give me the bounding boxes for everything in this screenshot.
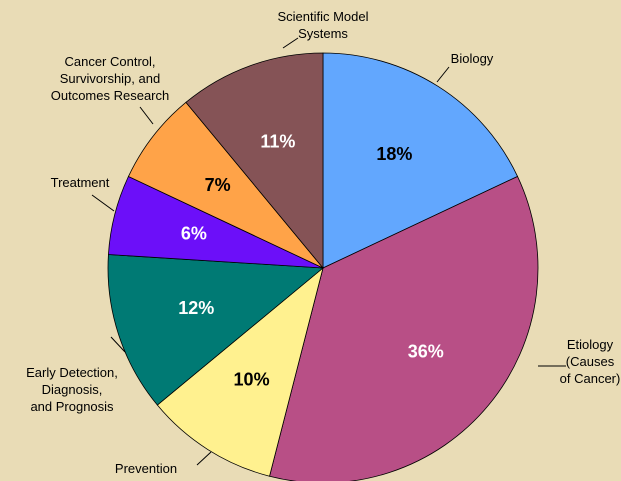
pie-slice bbox=[269, 175, 539, 481]
slice-value-label: 11% bbox=[260, 131, 295, 151]
slice-value-label: 12% bbox=[178, 298, 214, 318]
slice-value-label: 7% bbox=[205, 175, 231, 195]
leader-line bbox=[436, 66, 450, 83]
slice-category-label: Treatment bbox=[51, 175, 110, 190]
slice-category-label: Scientific Model Systems bbox=[277, 9, 368, 41]
slice-value-label: 6% bbox=[181, 224, 207, 244]
slice-category-label: Cancer Control, Survivorship, and Outcomes… bbox=[51, 54, 170, 103]
leader-line bbox=[282, 37, 299, 49]
leader-line bbox=[196, 451, 212, 466]
pie-slice bbox=[322, 52, 519, 269]
leader-line bbox=[91, 194, 115, 212]
slice-value-label: 10% bbox=[234, 369, 270, 389]
leader-line bbox=[139, 106, 154, 125]
leader-line bbox=[110, 336, 126, 353]
slice-value-label: 36% bbox=[408, 342, 444, 362]
slice-value-label: 18% bbox=[376, 144, 412, 164]
pie-slice bbox=[185, 52, 324, 270]
slice-category-label: Early Detection, Diagnosis, and Prognosis bbox=[26, 365, 118, 414]
pie-slice bbox=[156, 266, 324, 477]
pie-slice bbox=[107, 254, 325, 406]
slice-category-label: Biology bbox=[451, 51, 494, 66]
slice-category-label: Etiology (Causes of Cancer) bbox=[560, 337, 621, 386]
slice-category-label: Prevention bbox=[115, 461, 177, 476]
